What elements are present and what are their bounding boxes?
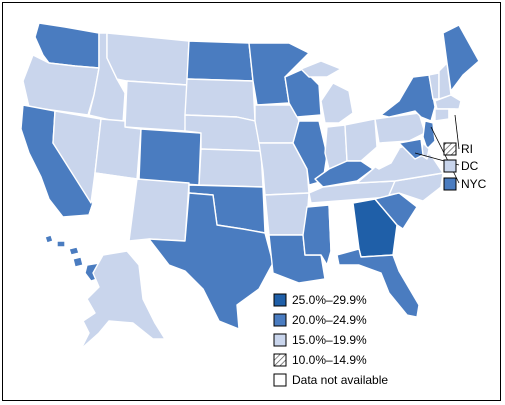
state-nv (52, 110, 102, 204)
state-ak (80, 250, 166, 350)
legend-label-1: 25.0%–29.9% (292, 293, 367, 307)
state-hi (56, 240, 66, 248)
state-mi (320, 82, 354, 124)
callout-ri-label: RI (461, 142, 473, 156)
state-az (86, 172, 138, 242)
state-ar (264, 192, 310, 236)
state-md (398, 138, 424, 160)
state-ny (380, 74, 436, 122)
legend-swatch-5 (273, 373, 287, 387)
legend-label-5: Data not available (292, 373, 388, 387)
state-nd (186, 40, 254, 82)
state-co (138, 128, 202, 186)
state-mi-upper (300, 60, 342, 78)
state-ks (198, 148, 264, 188)
callouts: RI DC NYC (414, 114, 487, 191)
state-oh (344, 118, 378, 162)
callout-ri-swatch (443, 142, 457, 156)
state-ri (448, 108, 456, 120)
legend-swatch-4 (273, 353, 287, 367)
map-frame: RI DC NYC 25.0%–29.9% 20.0%–24.9% 15.0%–… (2, 2, 501, 401)
state-pa (374, 112, 426, 144)
legend-swatch-2 (273, 313, 287, 327)
state-hi (68, 246, 80, 256)
state-ma (434, 94, 462, 110)
state-ut (94, 118, 142, 180)
callout-dc-label: DC (461, 159, 479, 173)
callout-nyc-label: NYC (461, 177, 487, 191)
legend-swatch-3 (273, 333, 287, 347)
state-mt (106, 32, 190, 86)
callout-nyc-swatch (443, 177, 457, 191)
state-me (442, 24, 480, 92)
state-ct (434, 108, 450, 122)
state-hi (72, 256, 84, 268)
legend-label-2: 20.0%–24.9% (292, 313, 367, 327)
state-tx (148, 192, 274, 330)
legend-swatch-1 (273, 293, 287, 307)
us-choropleth-map: RI DC NYC 25.0%–29.9% 20.0%–24.9% 15.0%–… (20, 22, 487, 387)
legend-label-3: 15.0%–19.9% (292, 333, 367, 347)
state-sd (184, 78, 256, 122)
state-nm (128, 178, 190, 242)
state-nj (422, 120, 436, 150)
legend: 25.0%–29.9% 20.0%–24.9% 15.0%–19.9% 10.0… (273, 293, 388, 387)
state-ia (254, 104, 300, 144)
state-il (292, 120, 328, 186)
legend-label-4: 10.0%–14.9% (292, 353, 367, 367)
state-fl (336, 248, 420, 318)
state-wy (124, 80, 188, 132)
states-layer (20, 22, 480, 350)
callout-dc-swatch (443, 159, 457, 173)
state-hi (44, 234, 54, 244)
